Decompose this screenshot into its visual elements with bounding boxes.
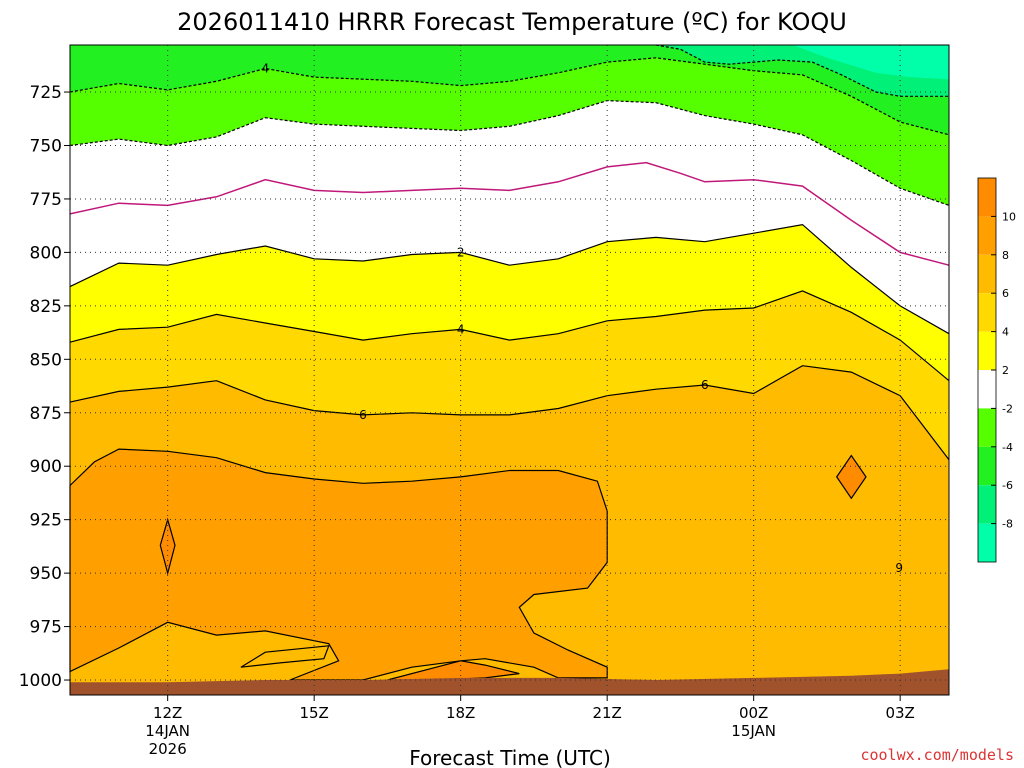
colorbar-tick-label: -4 [1002,441,1013,454]
colorbar-tick-label: 2 [1002,364,1009,377]
colorbar-swatch [978,331,996,370]
x-tick-label: 21Z [592,704,621,722]
colorbar-swatch [978,370,996,409]
y-tick-label: 925 [30,511,62,531]
y-tick-label: 900 [30,457,62,477]
colorbar-swatch [978,446,996,486]
colorbar-swatch [978,216,996,255]
colorbar-swatch [978,293,996,332]
x-tick-label: 03Z [885,704,914,722]
band-8-to-10 [69,448,608,681]
y-tick-label: 950 [30,564,62,584]
x-tick-date: 14JAN [145,722,190,740]
contour-label: 6 [359,408,367,422]
grid-lines [70,45,949,695]
contour-line-6 [69,365,950,461]
contour-line-minus2 [69,99,950,206]
band-minus8-to-minus6 [70,45,949,97]
x-tick-label: 00Z [739,704,768,722]
plot-frame [69,44,950,696]
colorbar-swatch [978,485,996,524]
contour-line-minus6 [655,44,949,97]
x-tick-date: 15JAN [731,722,776,740]
y-tick-label: 975 [30,618,62,638]
y-tick-label: 825 [30,297,62,317]
source-credit: coolwx.com/models [860,746,1014,764]
contour-label-small: 9 [895,561,903,575]
colorbar-tick-label: 4 [1002,326,1009,339]
x-tick-label: 15Z [299,704,328,722]
y-tick-label: 750 [30,136,62,156]
contour-line-0 [69,161,950,266]
colorbar-swatch [978,178,996,217]
y-tick-label: 725 [30,83,62,103]
colorbar-swatch [978,523,996,562]
contour-label: 4 [262,62,270,76]
y-axis: 725 750 775 800 825 850 875 900 925 950 975 1000 [19,83,70,691]
contour-label: 4 [457,322,465,336]
colorbar-tick-label: -6 [1002,479,1013,492]
y-tick-label: 875 [30,404,62,424]
contour-line-2 [69,223,950,335]
y-tick-label: 1000 [19,671,62,691]
plot-area [69,45,949,695]
colorbar-swatch [978,254,996,294]
contour-line-minus4 [69,57,950,136]
x-tick-year: 2026 [149,740,187,758]
colorbar-tick-label: -8 [1002,518,1013,531]
colorbar-swatch [978,408,996,447]
x-tick-label: 12Z [153,704,182,722]
contour-label: 6 [701,378,709,392]
colorbar: 10 8 6 4 2 -2 -4 -6 -8 [977,177,1016,563]
y-tick-label: 775 [30,190,62,210]
x-tick-label: 18Z [446,704,475,722]
colorbar-tick-label: 8 [1002,249,1009,262]
band-minus4-to-minus2 [70,45,949,206]
y-tick-label: 850 [30,350,62,370]
y-tick-label: 800 [30,243,62,263]
colorbar-tick-label: 6 [1002,287,1009,300]
chart-title: 2026011410 HRRR Forecast Temperature (ºC… [177,8,847,36]
contour-line-4 [69,290,950,382]
x-axis-label: Forecast Time (UTC) [409,746,611,768]
band-6-to-8-island [240,645,330,668]
band-10-to-12-island [159,517,176,576]
colorbar-tick-label: -2 [1002,402,1013,415]
band-minus10-to-minus8 [792,45,949,80]
colorbar-tick-label: 10 [1002,210,1016,223]
ground-below-surface [70,669,949,695]
band-10-to-12-island [835,454,867,500]
